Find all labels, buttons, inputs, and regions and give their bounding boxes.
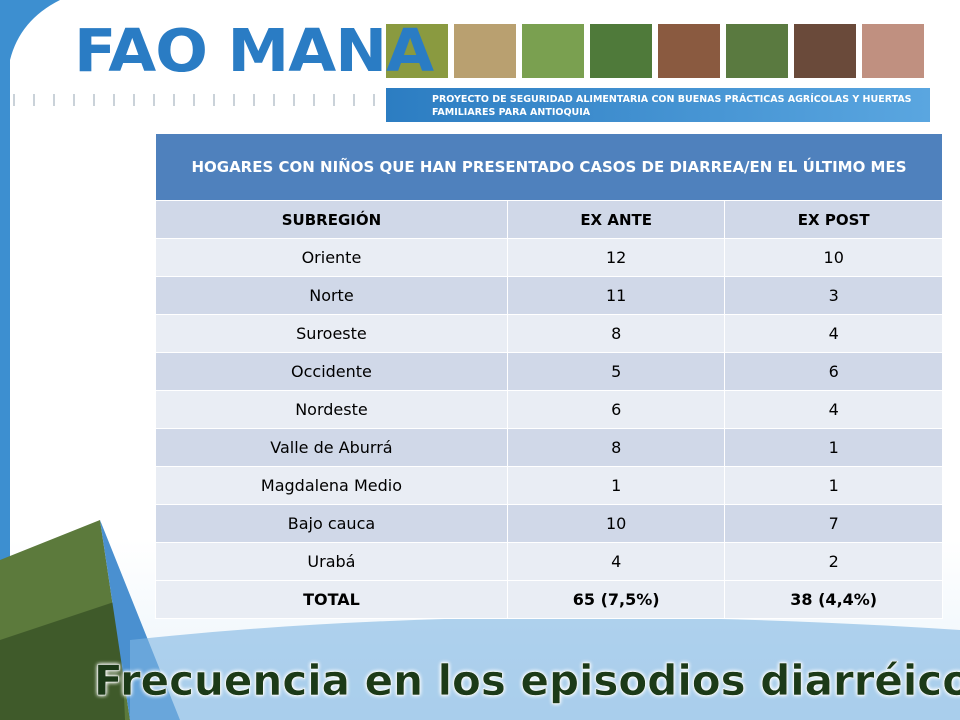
table-cell: 1 — [506, 466, 726, 505]
table-cell: Magdalena Medio — [155, 466, 508, 505]
table-row: TOTAL 65 (7,5%) 38 (4,4%) — [155, 580, 943, 619]
table-row: Urabá 4 2 — [155, 542, 943, 581]
table-cell: Suroeste — [155, 314, 508, 353]
table-cell: 12 — [506, 238, 726, 277]
table-cell: 10 — [724, 238, 943, 277]
table-row: Norte 11 3 — [155, 276, 943, 315]
title-row: HOGARES CON NIÑOS QUE HAN PRESENTADO CAS… — [155, 133, 943, 201]
tick-strip — [13, 94, 375, 106]
table-cell: Norte — [155, 276, 508, 315]
table-cell: 6 — [724, 352, 943, 391]
column-header: EX ANTE — [506, 200, 726, 239]
table-row: Bajo cauca 10 7 — [155, 504, 943, 543]
table-cell: 4 — [724, 390, 943, 429]
table-cell: 4 — [506, 542, 726, 581]
table-cell: 11 — [506, 276, 726, 315]
table-row: Suroeste 8 4 — [155, 314, 943, 353]
table-cell: 7 — [724, 504, 943, 543]
table-cell: Bajo cauca — [155, 504, 508, 543]
table-cell: 3 — [724, 276, 943, 315]
table-cell: 8 — [506, 314, 726, 353]
table-row: Magdalena Medio 1 1 — [155, 466, 943, 505]
table-cell: Occidente — [155, 352, 508, 391]
header-row: SUBREGIÓN EX ANTE EX POST — [155, 200, 943, 239]
garden-photo-shade — [0, 600, 125, 720]
table-cell: 38 (4,4%) — [724, 580, 943, 619]
table-cell: Oriente — [155, 238, 508, 277]
table-title: HOGARES CON NIÑOS QUE HAN PRESENTADO CAS… — [155, 133, 943, 201]
table-cell: 6 — [506, 390, 726, 429]
column-header: EX POST — [724, 200, 943, 239]
table-cell: Nordeste — [155, 390, 508, 429]
table-row: Nordeste 6 4 — [155, 390, 943, 429]
column-header: SUBREGIÓN — [155, 200, 508, 239]
logo: FAO MANA — [74, 15, 434, 86]
table-cell: 65 (7,5%) — [506, 580, 726, 619]
table-row: Occidente 5 6 — [155, 352, 943, 391]
table-cell: 1 — [724, 428, 943, 467]
table-row: Oriente 12 10 — [155, 238, 943, 277]
table-cell: 4 — [724, 314, 943, 353]
table-row: Valle de Aburrá 8 1 — [155, 428, 943, 467]
table-cell: 8 — [506, 428, 726, 467]
bottom-swoosh — [130, 617, 960, 720]
photo-strip — [386, 24, 924, 78]
slide-title: Frecuencia en los episodios diarréicos — [93, 656, 960, 706]
table-cell: 1 — [724, 466, 943, 505]
data-table: HOGARES CON NIÑOS QUE HAN PRESENTADO CAS… — [155, 133, 943, 619]
table-cell: Urabá — [155, 542, 508, 581]
table-cell: 2 — [724, 542, 943, 581]
table-cell: Valle de Aburrá — [155, 428, 508, 467]
banner: PROYECTO DE SEGURIDAD ALIMENTARIA CON BU… — [386, 88, 930, 122]
table-cell: 5 — [506, 352, 726, 391]
table-cell: TOTAL — [155, 580, 508, 619]
table-cell: 10 — [506, 504, 726, 543]
